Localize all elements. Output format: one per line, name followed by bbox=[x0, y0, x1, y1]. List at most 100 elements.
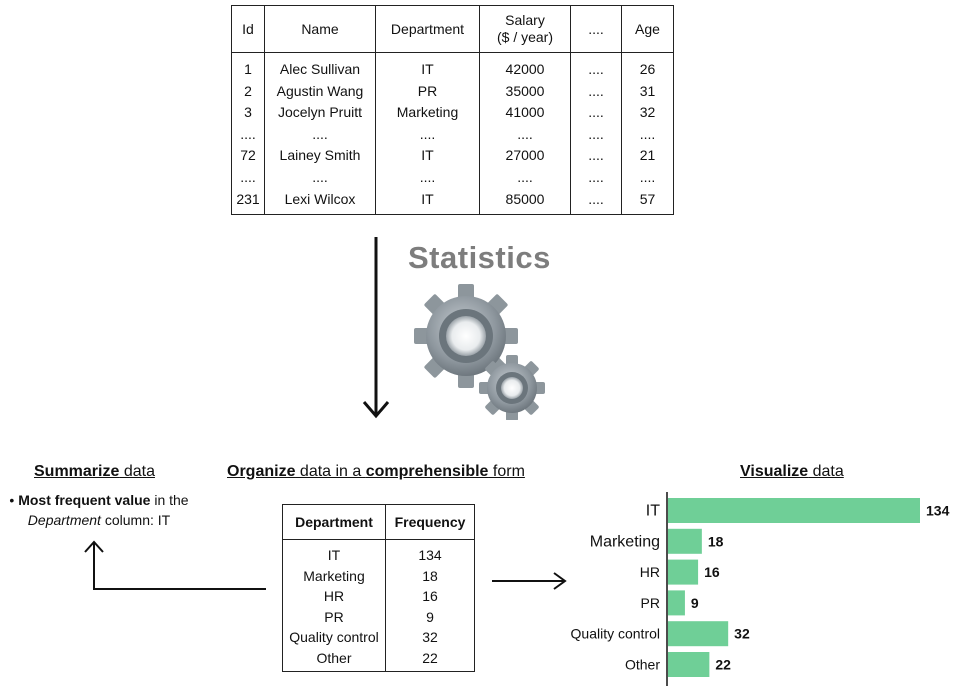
table-row: HR 16 bbox=[282, 586, 475, 607]
table-row: Quality control 32 bbox=[282, 627, 475, 648]
table-row: Marketing 18 bbox=[282, 565, 475, 587]
chart-data-label: 16 bbox=[704, 564, 720, 580]
statistics-title: Statistics bbox=[408, 240, 551, 275]
table-cell: .... bbox=[375, 123, 480, 146]
table-cell: .... bbox=[570, 123, 622, 146]
table-cell: 32 bbox=[621, 102, 674, 124]
table-cell: .... bbox=[264, 123, 376, 146]
table-cell: 3 bbox=[231, 102, 265, 124]
chart-bar bbox=[668, 498, 920, 523]
table-cell: 16 bbox=[385, 586, 475, 607]
chart-category-label: Marketing bbox=[590, 533, 660, 550]
chart-category-label: Quality control bbox=[571, 626, 660, 642]
frequency-bar-chart: IT 134 Marketing 18 HR 16 PR 9 Quality control 32… bbox=[571, 492, 950, 686]
table-cell: .... bbox=[621, 123, 674, 146]
table-row: ........................ bbox=[231, 123, 674, 146]
table-cell: Other bbox=[282, 647, 386, 672]
table-row: 231 Lexi Wilcox IT 85000.... 57 bbox=[231, 188, 674, 216]
table-cell: .... bbox=[264, 166, 376, 189]
table-row: PR 9 bbox=[282, 606, 475, 628]
employee-table-header: Id Name Department Salary ($ / year).... Age bbox=[231, 5, 674, 53]
table-row: 2 Agustin Wang PR 35000.... 31 bbox=[231, 80, 674, 103]
employee-header-cell: Name bbox=[264, 5, 376, 53]
table-cell: 57 bbox=[621, 188, 674, 216]
frequency-header-cell: Department bbox=[282, 504, 386, 540]
table-cell: 85000 bbox=[479, 188, 571, 216]
table-cell: .... bbox=[231, 166, 265, 189]
table-cell: IT bbox=[375, 145, 480, 167]
employee-table: Id Name Department Salary ($ / year).... Age… bbox=[231, 5, 674, 216]
table-row: IT 134 bbox=[282, 539, 475, 566]
chart-category-label: HR bbox=[640, 564, 660, 580]
table-cell: Marketing bbox=[375, 102, 480, 124]
table-cell: .... bbox=[570, 145, 622, 167]
table-cell: Lexi Wilcox bbox=[264, 188, 376, 216]
chart-bar bbox=[668, 652, 710, 677]
chart-bar bbox=[668, 590, 685, 616]
visualize-heading: Visualize data bbox=[740, 463, 844, 480]
employee-header-cell: Department bbox=[375, 5, 480, 53]
table-cell: IT bbox=[375, 52, 480, 81]
employee-header-cell: Age bbox=[621, 5, 674, 53]
chart-data-label: 9 bbox=[691, 595, 699, 611]
chart-bar bbox=[668, 528, 702, 554]
table-cell: 1 bbox=[231, 52, 265, 81]
frequency-table-body: IT 134 Marketing 18 HR 16 PR 9 Quality control 32… bbox=[282, 539, 475, 672]
table-cell: IT bbox=[375, 188, 480, 216]
summary-arrow bbox=[84, 540, 266, 590]
chart-category-label: IT bbox=[646, 503, 660, 520]
table-cell: .... bbox=[231, 123, 265, 146]
chart-data-label: 18 bbox=[708, 533, 724, 549]
table-cell: 22 bbox=[385, 647, 475, 672]
table-cell: 26 bbox=[621, 52, 674, 81]
table-cell: 9 bbox=[385, 606, 475, 628]
table-cell: Quality control bbox=[282, 627, 386, 648]
employee-header-cell: .... bbox=[570, 5, 622, 53]
table-cell: 2 bbox=[231, 80, 265, 103]
table-cell: .... bbox=[570, 80, 622, 103]
table-cell: 32 bbox=[385, 627, 475, 648]
employee-table-body: 1 Alec Sullivan IT 42000.... 26 2 Agustin Wang… bbox=[231, 52, 674, 216]
frequency-table-header: Department Frequency bbox=[282, 504, 475, 540]
table-cell: 31 bbox=[621, 80, 674, 103]
table-cell: .... bbox=[479, 166, 571, 189]
table-cell: 27000 bbox=[479, 145, 571, 167]
table-row: 72 Lainey Smith IT 27000.... 21 bbox=[231, 145, 674, 167]
chart-data-label: 22 bbox=[715, 657, 731, 673]
table-row: ........................ bbox=[231, 166, 674, 189]
summarize-heading: Summarize data bbox=[34, 463, 155, 480]
table-cell: .... bbox=[479, 123, 571, 146]
table-row: 3 Jocelyn Pruitt Marketing 41000.... 32 bbox=[231, 102, 674, 124]
right-arrow bbox=[492, 572, 567, 590]
table-cell: Lainey Smith bbox=[264, 145, 376, 167]
summary-text: • Most frequent value in the Department … bbox=[9, 492, 189, 528]
table-cell: PR bbox=[282, 606, 386, 628]
table-row: 1 Alec Sullivan IT 42000.... 26 bbox=[231, 52, 674, 81]
chart-category-label: PR bbox=[641, 595, 660, 611]
table-cell: 41000 bbox=[479, 102, 571, 124]
table-cell: 231 bbox=[231, 188, 265, 216]
employee-header-cell: Id bbox=[231, 5, 265, 53]
down-arrow bbox=[362, 237, 390, 419]
table-cell: 21 bbox=[621, 145, 674, 167]
frequency-header-cell: Frequency bbox=[385, 504, 475, 540]
table-cell: Marketing bbox=[282, 565, 386, 587]
table-row: Other 22 bbox=[282, 647, 475, 672]
table-cell: 35000 bbox=[479, 80, 571, 103]
table-cell: .... bbox=[570, 52, 622, 81]
table-cell: HR bbox=[282, 586, 386, 607]
gears-icon bbox=[414, 284, 545, 420]
organize-heading: Organize data in a comprehensible form bbox=[227, 463, 525, 480]
table-cell: .... bbox=[570, 166, 622, 189]
table-cell: 42000 bbox=[479, 52, 571, 81]
table-cell: Jocelyn Pruitt bbox=[264, 102, 376, 124]
table-cell: .... bbox=[570, 188, 622, 216]
chart-bar bbox=[668, 559, 699, 585]
frequency-table: Department Frequency IT 134 Marketing 18 HR 16… bbox=[282, 504, 475, 672]
chart-bar bbox=[668, 621, 729, 647]
employee-header-cell: Salary ($ / year) bbox=[479, 5, 571, 53]
table-cell: .... bbox=[375, 166, 480, 189]
table-cell: .... bbox=[570, 102, 622, 124]
table-cell: IT bbox=[282, 539, 386, 566]
table-cell: PR bbox=[375, 80, 480, 103]
